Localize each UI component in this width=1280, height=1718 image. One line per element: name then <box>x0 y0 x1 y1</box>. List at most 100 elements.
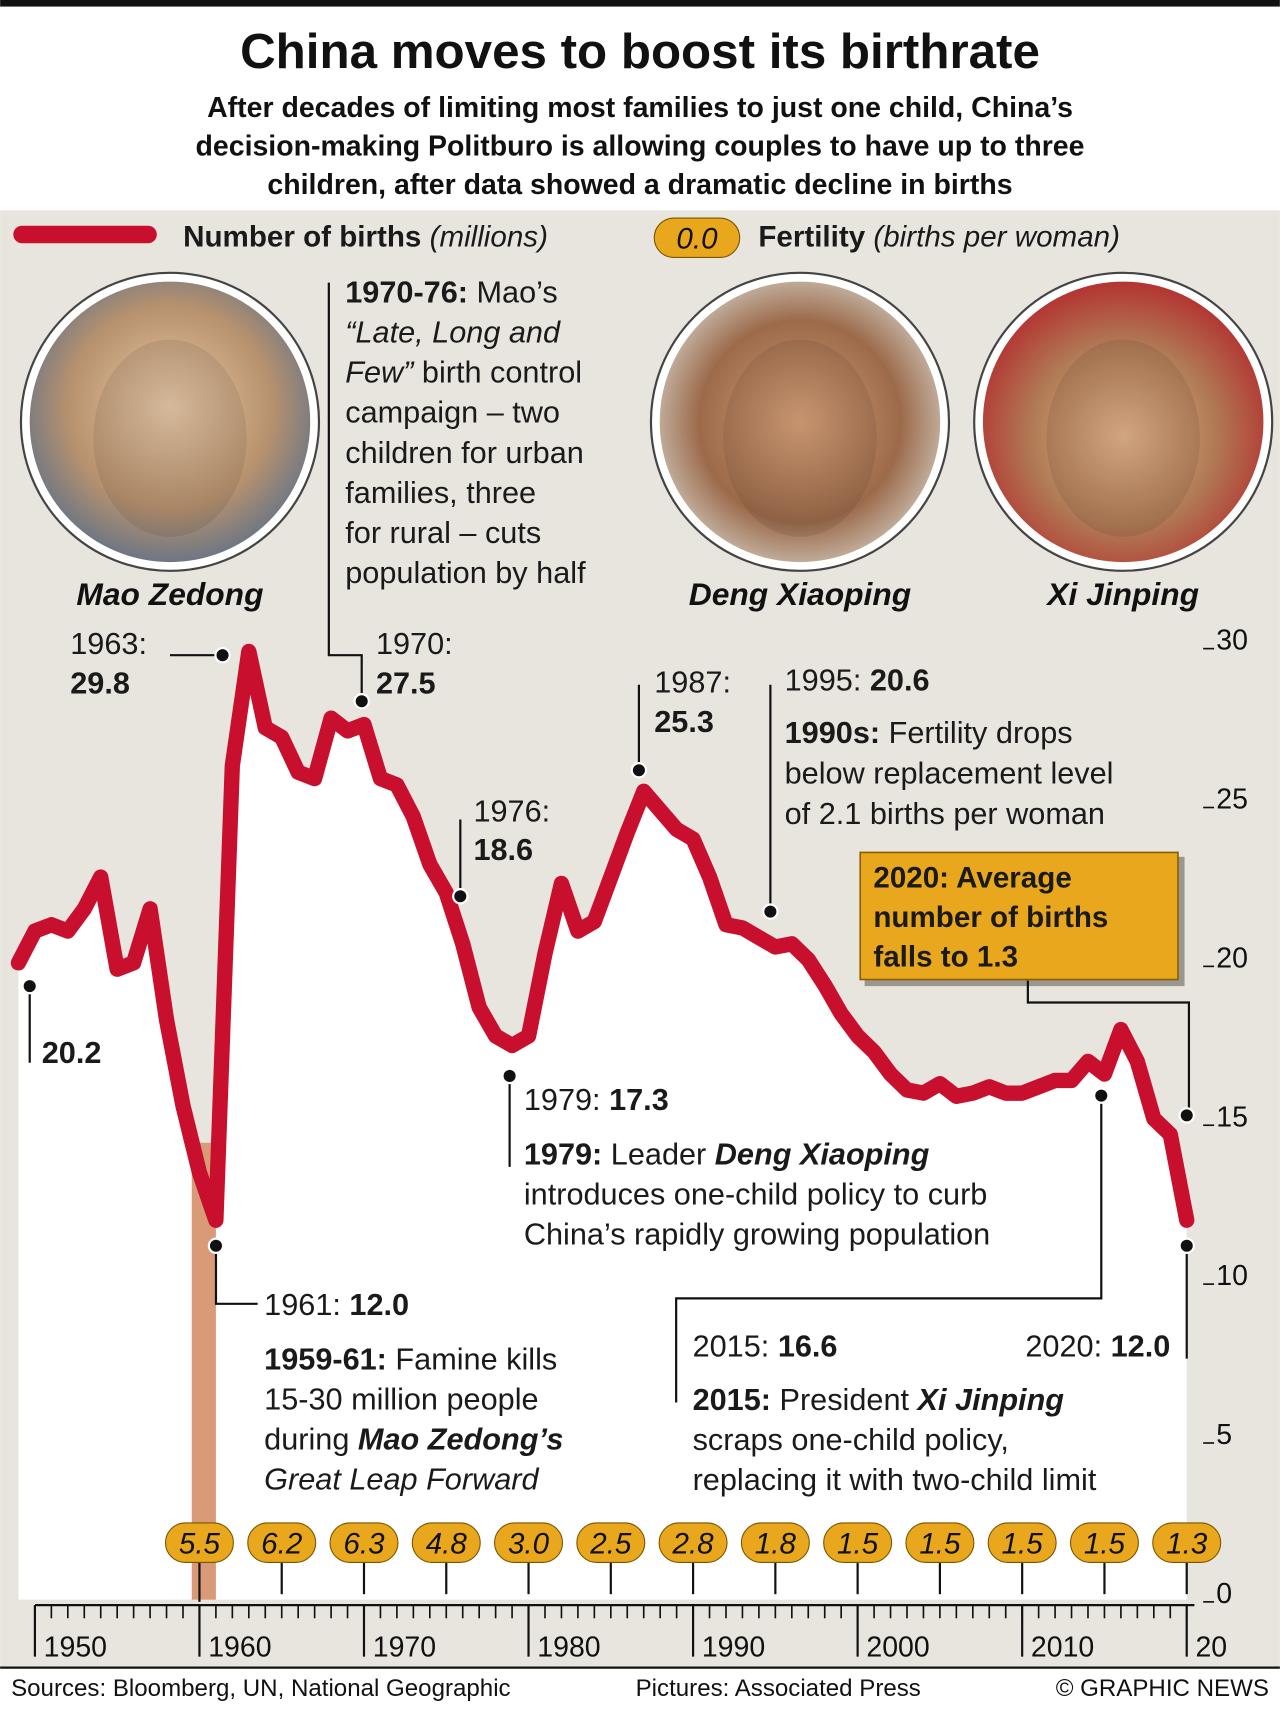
annotation-text: Leader <box>602 1138 715 1172</box>
annotation: campaign – two <box>345 396 560 430</box>
fertility-badge <box>247 1522 317 1563</box>
portrait-caption: Xi Jinping <box>1045 576 1199 612</box>
annotation: 29.8 <box>70 667 130 701</box>
annotation-text: 12.0 <box>1111 1329 1171 1363</box>
annotation: 25.3 <box>654 705 714 739</box>
legend-fertility: Fertility (births per woman) <box>758 221 1120 254</box>
annotation: 15-30 million people <box>264 1383 538 1417</box>
fertility-badge <box>1152 1522 1222 1563</box>
annotation: 1970-76: Mao’s <box>345 275 557 309</box>
annotation-text: Mao’s <box>468 275 558 309</box>
fertility-badge <box>329 1522 399 1563</box>
annotation-text: scraps one-child policy, <box>693 1423 1009 1457</box>
leader-dot <box>452 888 469 905</box>
y-tick-label: 5 <box>1216 1419 1232 1451</box>
legend-unit: (births per woman) <box>873 221 1120 254</box>
leader-dot <box>1093 1087 1110 1104</box>
fertility-badge <box>1069 1522 1139 1563</box>
annotation: 1979: 17.3 <box>524 1083 669 1117</box>
annotation: falls to 1.3 <box>873 940 1018 973</box>
births-line <box>10 643 1195 1228</box>
x-tick-label: 20 <box>1195 1632 1227 1664</box>
fertility-label: 1.5 <box>1084 1528 1126 1561</box>
annotation-text: for rural – cuts <box>345 516 541 550</box>
fertility-label: 4.8 <box>426 1528 468 1561</box>
annotation-text: during <box>264 1423 358 1457</box>
annotation: Great Leap Forward <box>264 1463 539 1497</box>
annotation: 1963: <box>70 627 147 661</box>
fertility-badge <box>494 1522 564 1563</box>
annotation: China’s rapidly growing population <box>524 1218 990 1252</box>
title: China moves to boost its birthrate <box>240 24 1040 79</box>
fertility-label: 1.3 <box>1166 1528 1208 1561</box>
annotation-text: campaign – two <box>345 396 560 430</box>
portrait-caption: Mao Zedong <box>76 576 263 612</box>
annotation: for rural – cuts <box>345 516 541 550</box>
fertility-label: 3.0 <box>508 1528 550 1561</box>
annotation: 1959-61: Famine kills <box>264 1343 557 1377</box>
annotation-text: 2015: <box>693 1383 771 1417</box>
y-tick-label: 10 <box>1216 1260 1248 1292</box>
fertility-label: 6.2 <box>261 1528 303 1561</box>
annotation: replacing it with two-child limit <box>693 1463 1097 1497</box>
annotation-text: introduces one-child policy to curb <box>524 1178 988 1212</box>
legend-name: Number of births <box>183 221 421 254</box>
annotation: 1961: 12.0 <box>264 1288 409 1322</box>
annotation: during Mao Zedong’s <box>264 1423 563 1457</box>
annotation: 2015: 16.6 <box>693 1329 838 1363</box>
annotation-text: 25.3 <box>654 705 714 739</box>
annotation-text: families, three <box>345 476 536 510</box>
leader-dot <box>1178 1107 1195 1124</box>
top-bar <box>0 0 1280 7</box>
x-tick-label: 1950 <box>44 1632 107 1664</box>
annotation: 1990s: Fertility drops <box>785 716 1073 750</box>
footer-credit: Pictures: Associated Press <box>636 1675 921 1702</box>
leader-dot <box>207 1237 225 1254</box>
leader-dot <box>353 693 370 710</box>
legend-sample: 0.0 <box>676 223 718 256</box>
portrait-face <box>723 339 877 537</box>
annotation-text: 2020: <box>1025 1329 1110 1363</box>
annotation: 2020: Average <box>873 861 1071 894</box>
leader-line <box>327 282 363 702</box>
x-tick-label: 2000 <box>866 1632 929 1664</box>
annotation-text: 20.6 <box>870 663 930 697</box>
fertility-label: 1.8 <box>755 1528 797 1561</box>
fertility-badge <box>658 1522 728 1563</box>
fertility-label: 2.5 <box>589 1528 632 1561</box>
annotation: Few” birth control <box>345 356 582 390</box>
annotation-text: Fertility drops <box>880 716 1073 750</box>
fertility-label: 5.5 <box>179 1528 221 1561</box>
annotation-text: 2015: <box>693 1329 778 1363</box>
annotation: 20.2 <box>42 1036 102 1070</box>
annotation-text: 1979: <box>524 1083 609 1117</box>
annotation-text: 1963: <box>70 627 147 661</box>
fertility-badge <box>987 1522 1057 1563</box>
legend-unit: (millions) <box>430 221 548 254</box>
legend-births: Number of births (millions) <box>183 221 548 254</box>
annotation-text: 17.3 <box>609 1083 669 1117</box>
annotation: 1979: Leader Deng Xiaoping <box>524 1138 930 1172</box>
highlight-box <box>859 851 1179 981</box>
annotation-text: 1976: <box>473 795 550 829</box>
x-tick-label: 1960 <box>208 1632 271 1664</box>
annotation: “Late, Long and <box>345 316 561 350</box>
legend-name: Fertility <box>758 221 865 254</box>
annotation-text: Mao Zedong’s <box>358 1423 564 1457</box>
annotation-text: “Late, Long and <box>345 316 561 350</box>
fertility-label: 1.5 <box>837 1528 879 1561</box>
leader-line <box>675 1095 1103 1403</box>
leader-dot <box>1178 1237 1195 1254</box>
annotation: 2015: President Xi Jinping <box>693 1383 1065 1417</box>
annotation-text: 16.6 <box>778 1329 838 1363</box>
annotation-text: 1959-61: <box>264 1343 387 1377</box>
annotation: 18.6 <box>473 833 533 867</box>
leader-line <box>1026 980 1191 1116</box>
fertility-label: 1.5 <box>1002 1528 1044 1561</box>
annotation-text: 12.0 <box>349 1288 409 1322</box>
portrait-caption: Deng Xiaoping <box>689 576 911 612</box>
portrait-face <box>93 339 247 537</box>
fertility-label: 2.8 <box>672 1528 715 1561</box>
subtitle: After decades of limiting most families … <box>207 92 1073 124</box>
annotation-text: 1970-76: <box>345 275 468 309</box>
